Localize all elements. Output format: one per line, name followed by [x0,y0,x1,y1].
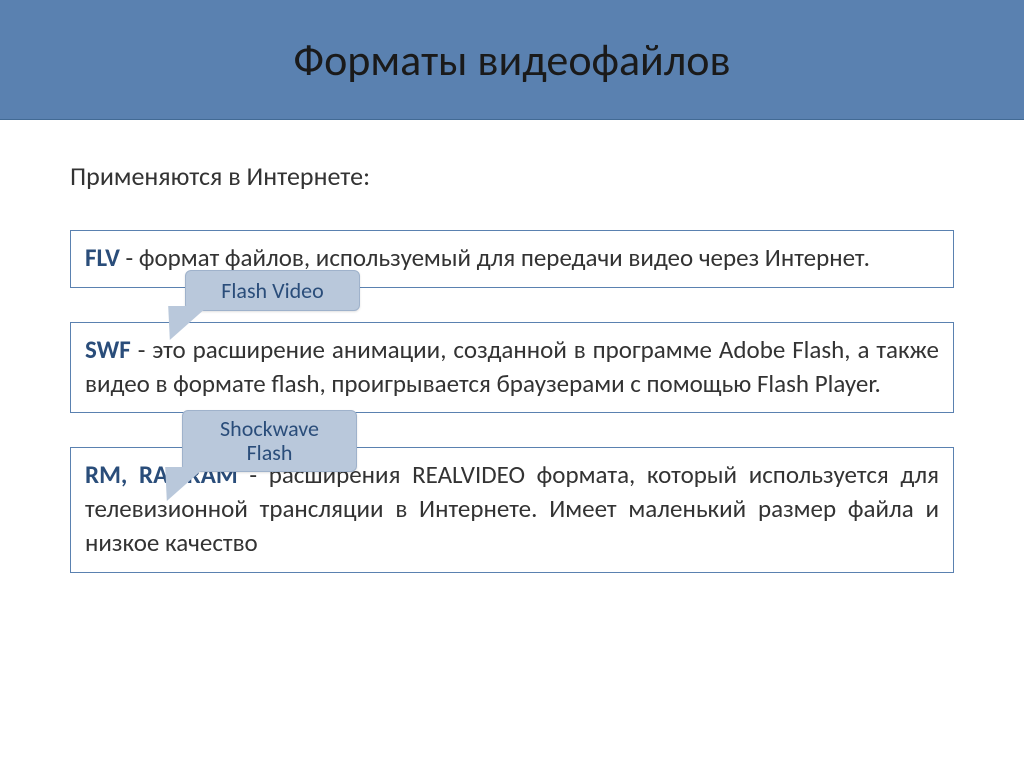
slide-title: Форматы видеофайлов [293,33,730,87]
format-desc: - формат файлов, используемый для переда… [120,242,870,273]
format-name: SWF [85,334,131,365]
content-area: Применяются в Интернете: Flash Video FLV… [0,120,1024,573]
callout-label: Flash Video [221,277,323,304]
callout-label: Shockwave Flash [220,415,319,466]
intro-text: Применяются в Интернете: [70,160,954,192]
format-name: FLV [85,242,120,273]
callout-shockwave-flash: Shockwave Flash [182,410,357,472]
format-box-swf: SWF - это расширение анимации, созданной… [70,322,954,414]
callout-flash-video: Flash Video [185,270,360,311]
title-bar: Форматы видеофайлов [0,0,1024,120]
format-desc: - это расширение анимации, созданной в п… [85,334,939,399]
